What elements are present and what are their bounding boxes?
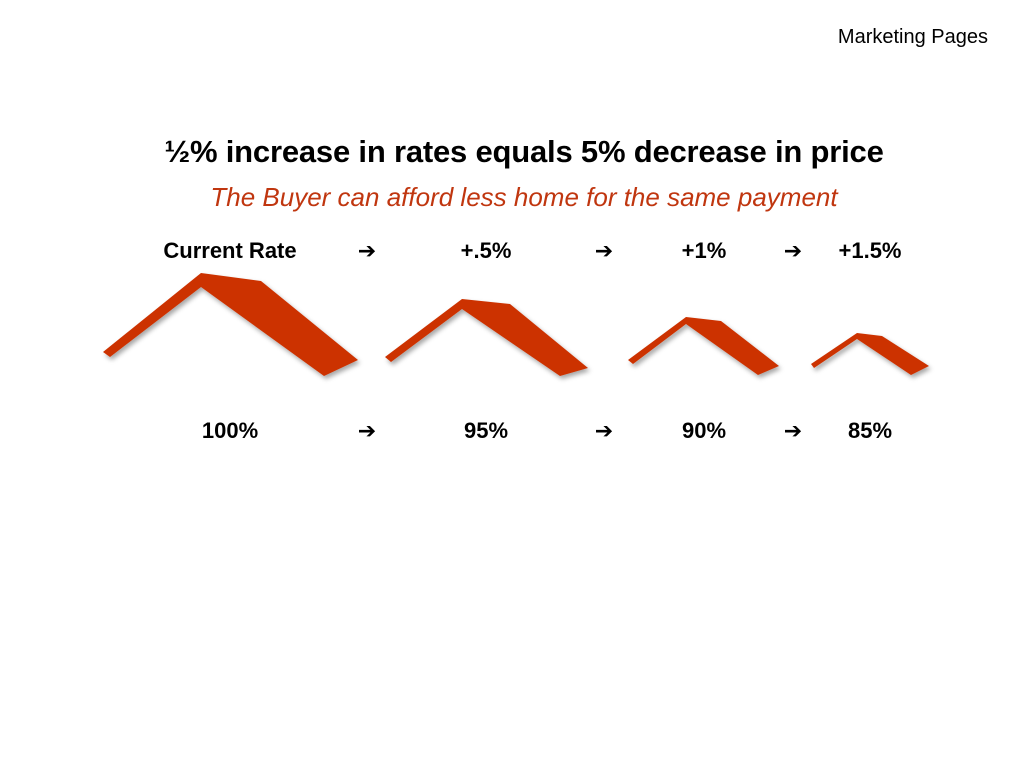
arrow-right-icon: ➔ [357,418,377,443]
header-label: Marketing Pages [837,26,988,48]
price-label-90: 90% [681,418,727,443]
price-label-95: 95% [463,418,509,443]
rate-label-one: +1% [681,238,727,263]
roof-85 [811,333,929,375]
arrow-right-icon: ➔ [594,418,614,443]
rate-label-half: +.5% [460,238,512,263]
arrow-right-icon: ➔ [783,418,803,443]
price-label-100: 100% [201,418,259,443]
slide-title: ½% increase in rates equals 5% decrease … [164,134,884,169]
roof-90 [628,317,779,375]
rate-label-current: Current Rate [163,238,297,263]
arrow-right-icon: ➔ [357,238,377,263]
arrow-right-icon: ➔ [594,238,614,263]
roof-95 [385,299,588,376]
roof-100 [103,273,358,376]
slide-subtitle: The Buyer can afford less home for the s… [210,182,838,212]
rate-label-one-half: +1.5% [838,238,902,263]
price-label-85: 85% [847,418,893,443]
arrow-right-icon: ➔ [783,238,803,263]
